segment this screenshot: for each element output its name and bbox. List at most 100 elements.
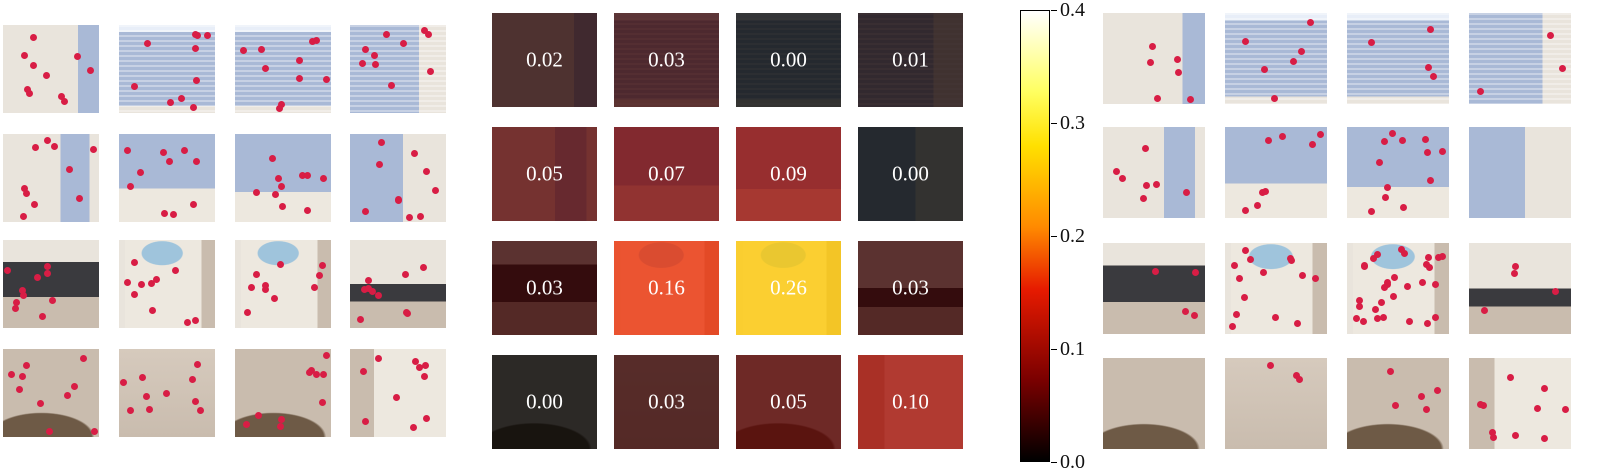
- left-keypoint-dot: [271, 295, 279, 303]
- left-keypoint-dot: [322, 351, 330, 359]
- right-keypoint-dot: [1232, 310, 1240, 318]
- right-scene-photo: [1347, 127, 1449, 218]
- heatmap-color-overlay: [858, 241, 963, 335]
- colorbar-tick-mark: [1051, 462, 1057, 463]
- right-keypoint-dot: [1289, 57, 1297, 65]
- right-keypoint-dot: [1141, 144, 1149, 152]
- right-keypoint-dot: [1438, 253, 1446, 261]
- right-keypoint-dot: [1368, 38, 1375, 46]
- left-keypoint-dot: [405, 213, 413, 221]
- right-keypoint-dot: [1540, 434, 1548, 442]
- right-scene-photo: [1225, 13, 1327, 104]
- left-keypoint-dot: [32, 143, 40, 151]
- colorbar-tick-label: 0.3: [1060, 112, 1085, 134]
- right-keypoint-dot: [1142, 181, 1150, 189]
- right-tile: [1225, 243, 1327, 334]
- right-keypoint-dot: [1297, 48, 1305, 56]
- right-keypoint-dot: [1547, 31, 1555, 39]
- left-keypoint-dot: [37, 399, 45, 407]
- heatmap-color-overlay: [736, 355, 841, 449]
- left-tile: [3, 240, 99, 328]
- heatmap-value-label: 0.03: [892, 275, 929, 300]
- left-keypoint-dot: [316, 271, 324, 279]
- left-keypoint-dot: [411, 358, 419, 366]
- left-keypoint-dot: [395, 195, 403, 203]
- left-keypoint-dot: [165, 158, 173, 166]
- left-keypoint-dot: [411, 150, 419, 158]
- heatmap-value-label: 0.09: [770, 161, 807, 186]
- right-keypoint-dot: [1374, 251, 1382, 259]
- left-keypoint-dot: [46, 428, 54, 436]
- left-scene-photo: [3, 25, 99, 113]
- left-keypoint-dot: [203, 31, 211, 39]
- left-keypoint-dot: [425, 31, 433, 38]
- left-keypoint-dot: [420, 27, 428, 35]
- left-keypoint-dot: [120, 378, 128, 386]
- left-keypoint-dot: [257, 45, 265, 53]
- right-keypoint-dot: [1241, 246, 1249, 254]
- left-keypoint-dot: [138, 373, 146, 381]
- left-keypoint-dot: [19, 286, 27, 294]
- right-keypoint-dot: [1426, 176, 1434, 184]
- left-keypoint-dot: [242, 421, 250, 429]
- right-tile: [1347, 127, 1449, 218]
- left-keypoint-dot: [360, 367, 368, 375]
- heatmap-color-overlay: [858, 127, 963, 221]
- heatmap-value-label: 0.05: [526, 161, 563, 186]
- left-keypoint-dot: [253, 271, 261, 279]
- heatmap-value-label: 0.02: [526, 47, 563, 72]
- right-tile: [1347, 13, 1449, 104]
- left-keypoint-dot: [305, 368, 313, 376]
- left-keypoint-dot: [22, 190, 30, 198]
- left-keypoint-dot: [180, 146, 188, 154]
- heatmap-color-overlay: [736, 13, 841, 107]
- left-keypoint-dot: [319, 399, 327, 407]
- left-keypoint-dot: [261, 282, 269, 290]
- left-scene-photo: [3, 240, 99, 328]
- heatmap-value-label: 0.00: [770, 47, 807, 72]
- right-keypoint-dot: [1236, 275, 1244, 283]
- left-keypoint-dot: [362, 46, 369, 54]
- left-keypoint-dot: [254, 412, 262, 420]
- left-keypoint-dot: [26, 90, 34, 98]
- right-keypoint-dot: [1512, 262, 1520, 270]
- left-keypoint-dot: [303, 207, 311, 215]
- right-keypoint-dot: [1241, 206, 1249, 214]
- left-keypoint-dot: [48, 296, 56, 304]
- right-keypoint-dot: [1382, 193, 1390, 201]
- right-keypoint-dot: [1360, 261, 1368, 269]
- left-keypoint-dot: [136, 168, 144, 176]
- heatmap-cell: 0.00: [492, 355, 597, 449]
- right-tile: [1347, 358, 1449, 449]
- right-keypoint-dot: [1359, 318, 1367, 326]
- left-keypoint-dot: [80, 355, 88, 363]
- right-keypoint-dot: [1229, 322, 1237, 330]
- left-keypoint-dot: [275, 105, 283, 113]
- left-keypoint-dot: [197, 406, 205, 414]
- left-keypoint-dot: [137, 280, 145, 288]
- right-keypoint-dot: [1383, 184, 1391, 192]
- left-keypoint-dot: [192, 158, 200, 166]
- right-tile: [1103, 127, 1205, 218]
- heatmap-cell: 0.03: [614, 13, 719, 107]
- left-keypoint-dot: [170, 210, 178, 218]
- right-keypoint-dot: [1480, 307, 1488, 315]
- left-keypoint-dot: [421, 373, 429, 381]
- left-tile: [119, 240, 215, 328]
- right-keypoint-dot: [1262, 187, 1270, 195]
- left-keypoint-dot: [410, 424, 418, 432]
- left-keypoint-dot: [323, 75, 331, 83]
- left-keypoint-dot: [239, 46, 247, 54]
- heatmap-color-overlay: [492, 241, 597, 335]
- left-keypoint-dot: [271, 191, 279, 199]
- colorbar-tick-mark: [1051, 349, 1057, 350]
- right-keypoint-dot: [1265, 137, 1273, 145]
- right-keypoint-dot: [1417, 392, 1425, 400]
- left-keypoint-dot: [299, 172, 307, 180]
- right-keypoint-dot: [1374, 314, 1382, 322]
- heatmap-value-label: 0.00: [526, 389, 563, 414]
- right-keypoint-dot: [1388, 129, 1396, 137]
- right-keypoint-dot: [1246, 256, 1254, 264]
- right-keypoint-dot: [1353, 314, 1361, 322]
- right-scene-photo: [1347, 13, 1449, 104]
